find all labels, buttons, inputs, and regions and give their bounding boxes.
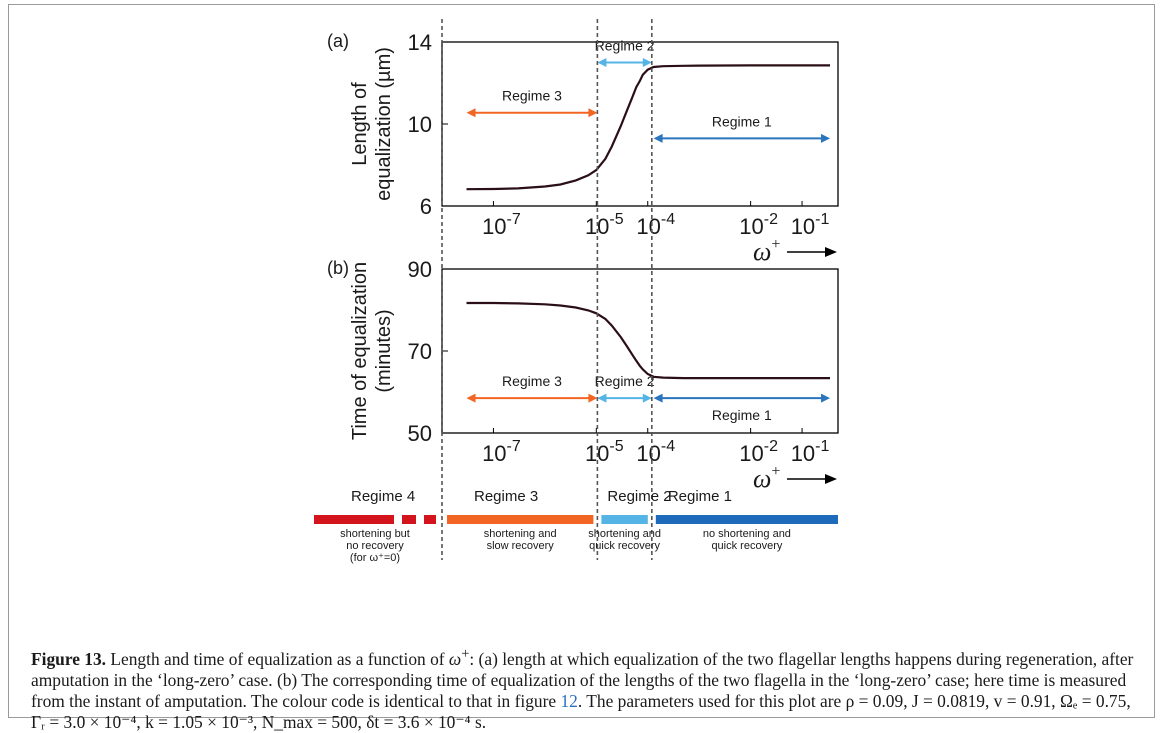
caption-text-2: : (a) length at which equalization of th…: [31, 648, 1134, 711]
panel-a-ytick-label-2: 14: [408, 30, 432, 55]
regime-legend-desc-3-0: no shortening and: [703, 528, 791, 540]
panel-b-regime-arrow-1-right-head: [642, 393, 652, 403]
panel-b-regime-label-1: Regime 2: [595, 373, 655, 389]
panel-a-regime-label-2: Regime 1: [712, 113, 772, 129]
regime-legend-desc-0-0: shortening but: [340, 528, 410, 540]
caption-omega-sup: +: [461, 646, 470, 662]
regime-legend-desc-1-0: shortening and: [484, 528, 557, 540]
caption-text-3: . The parameters used for this plot are: [577, 690, 846, 711]
panel-b-regime-arrow-1-left-head: [597, 393, 607, 403]
panel-b-xtick-label-4: 10-1: [791, 438, 830, 466]
regime-bar-0-dash-1: [402, 515, 416, 524]
caption-text-1: Length and time of equalization as a fun…: [106, 648, 449, 669]
figure-frame: (a) 6 10 14 Length of equalization (µm) 10-7 10…: [8, 4, 1155, 732]
panel-b-ytick-label-0: 50: [408, 421, 432, 446]
panel-b-xtick-label-0: 10-7: [482, 438, 521, 466]
regime-legend-desc-2-0: shortening and: [588, 528, 661, 540]
regime-bar-0-dash-2: [424, 515, 436, 524]
panel-b-ylabel-line2: (minutes): [373, 309, 395, 392]
regime-legend-title-1: Regime 3: [474, 488, 538, 505]
figure-12-link[interactable]: 12: [560, 690, 578, 711]
panel-b-xtick-label-3: 10-2: [739, 438, 778, 466]
figure-caption: Figure 13. Length and time of equalizati…: [31, 644, 1141, 733]
regime-legend-title-0: Regime 4: [351, 488, 415, 505]
panel-b-frame: [441, 268, 839, 434]
panel-a-ytick-label-1: 10: [408, 112, 432, 137]
panel-a-xtick-label-1: 10-5: [585, 211, 624, 239]
panel-b-regime-arrow-0-right-head: [588, 393, 598, 403]
panel-a-regime-label-0: Regime 3: [502, 88, 562, 104]
panel-b-xlabel: ω+: [753, 463, 780, 493]
panel-b-xlabel-arrow-head: [825, 474, 837, 484]
panel-b-regime-label-2: Regime 1: [712, 407, 772, 423]
panel-a-regime-arrow-0-right-head: [588, 108, 598, 118]
panel-a-xtick-label-3: 10-2: [739, 211, 778, 239]
panel-b-xtick-label-2: 10-4: [636, 438, 675, 466]
panel-b-regime-arrow-2-right-head: [821, 393, 831, 403]
panel-a-xlabel: ω+: [753, 236, 780, 266]
regime-legend-desc-0-2: (for ω⁺=0): [350, 552, 400, 564]
panel-a-ylabel-line1: Length of: [349, 82, 371, 166]
panel-a-regime-arrow-1-left-head: [597, 58, 607, 67]
regime-legend-title-3: Regime 1: [668, 488, 732, 505]
panel-b-regime-arrow-2-left-head: [653, 393, 663, 403]
regime-legend-title-2: Regime 2: [607, 488, 671, 505]
panel-a-regime-arrow-2-right-head: [821, 133, 831, 143]
panel-a-label: (a): [327, 31, 349, 51]
panel-b-regime-arrow-0-left-head: [466, 393, 476, 403]
regime-legend-desc-1-1: slow recovery: [487, 540, 555, 552]
regime-bar-3: [655, 515, 838, 524]
panel-b-curve: [466, 301, 830, 380]
regime-legend-desc-3-1: quick recovery: [711, 540, 782, 552]
caption-label: Figure 13.: [31, 648, 107, 669]
regime-legend-desc-2-1: quick recovery: [589, 540, 660, 552]
panel-a-ylabel-line2: equalization (µm): [373, 47, 395, 201]
regime-legend-desc-0-1: no recovery: [346, 540, 404, 552]
caption-omega: ω: [448, 648, 462, 669]
panel-a-regime-label-1: Regime 2: [595, 38, 655, 54]
panel-b-ytick-label-1: 70: [408, 339, 432, 364]
regime-bar-0-solid: [314, 515, 394, 524]
panel-a-regime-arrow-1-right-head: [642, 58, 652, 67]
panel-a-ytick-label-0: 6: [420, 194, 432, 219]
panel-a-curve: [466, 64, 830, 191]
panel-b-ylabel-line1: Time of equalization: [349, 262, 371, 440]
panel-a-xtick-label-2: 10-4: [636, 211, 675, 239]
figure-13-chart: (a) 6 10 14 Length of equalization (µm) 10-7 10…: [314, 19, 839, 564]
panel-a-regime-arrow-0-left-head: [466, 108, 476, 118]
panel-a-frame: [441, 41, 839, 207]
regime-bar-1: [447, 515, 594, 524]
regime-bar-2: [601, 515, 648, 524]
panel-a-regime-arrow-2-left-head: [653, 133, 663, 143]
panel-b-ytick-label-2: 90: [408, 257, 432, 282]
panel-b-xtick-label-1: 10-5: [585, 438, 624, 466]
panel-a-xtick-label-0: 10-7: [482, 211, 521, 239]
panel-b-regime-label-0: Regime 3: [502, 373, 562, 389]
panel-a-xtick-label-4: 10-1: [791, 211, 830, 239]
panel-a-xlabel-arrow-head: [825, 247, 837, 257]
panel-b-label: (b): [327, 258, 349, 278]
